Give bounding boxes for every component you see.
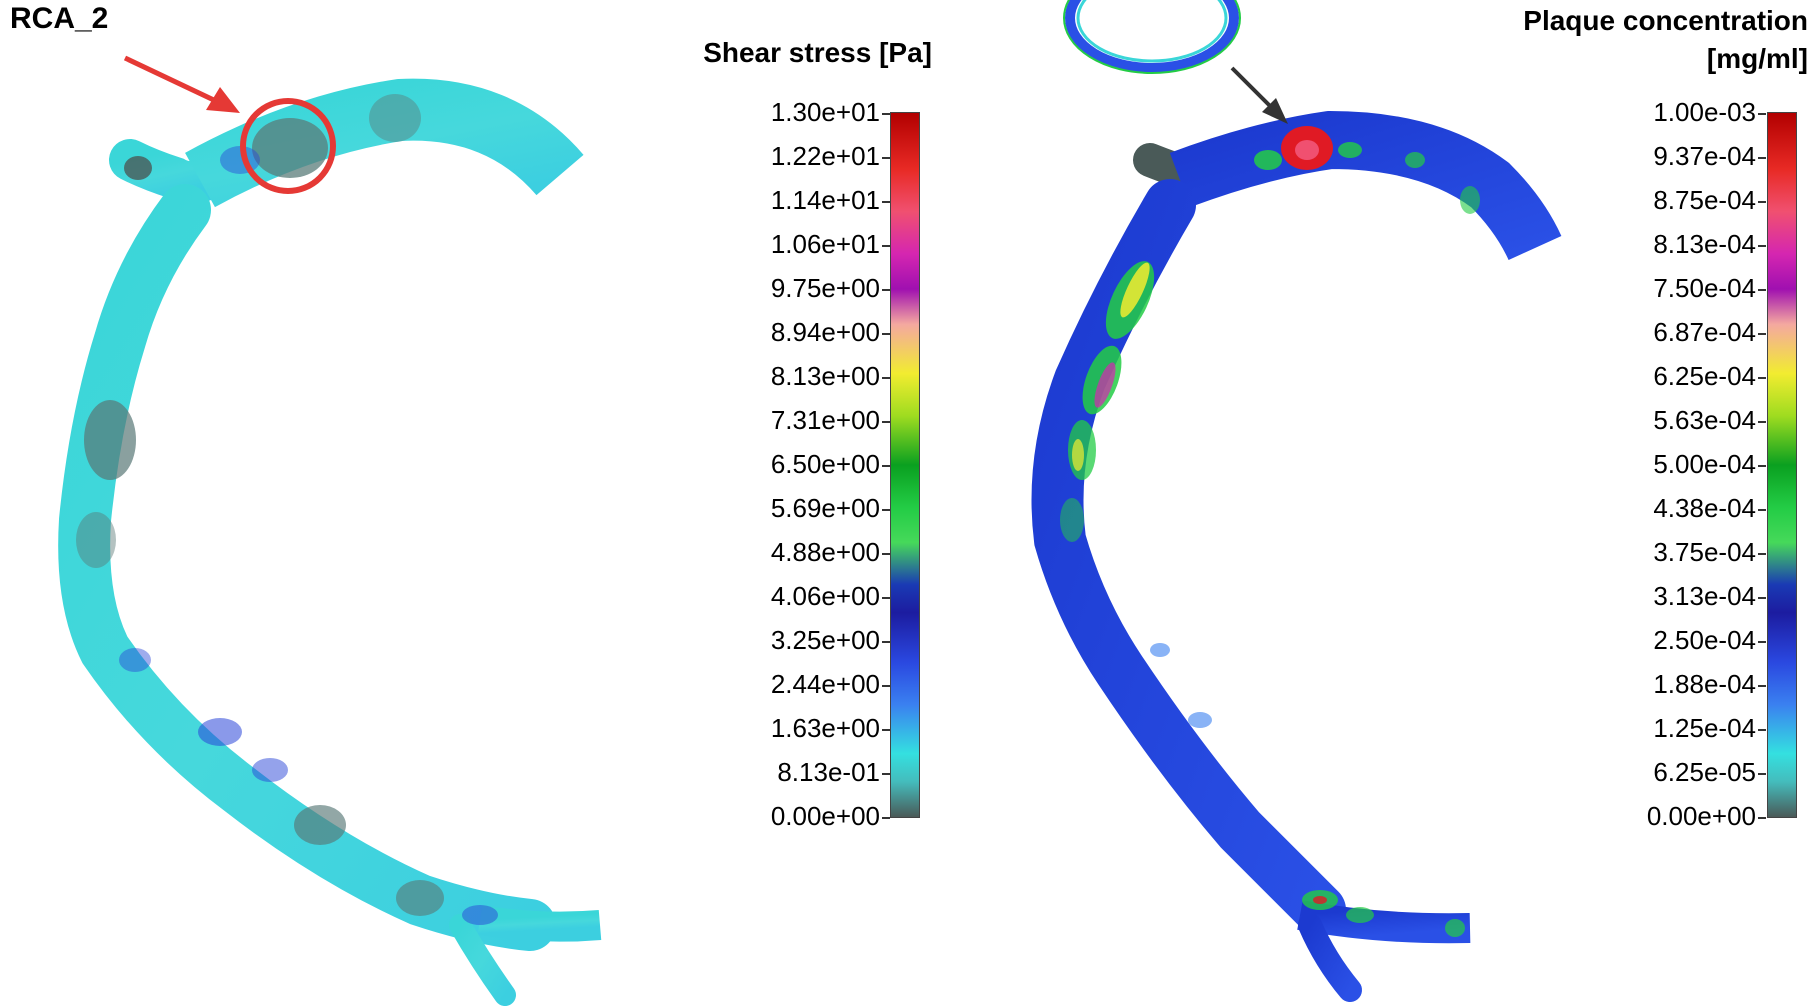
plaque-tick-9: 4.38e-04 (1653, 493, 1766, 523)
shear-stress-tick-7: 7.31e+00 (771, 405, 890, 435)
right-vessel-top-segment (1169, 110, 1562, 261)
plaque-concentration-vessel (1031, 0, 1562, 1002)
rca2-arrow-head (206, 87, 240, 113)
plaque-tick-2: 8.75e-04 (1653, 185, 1766, 215)
right-vessel-branch-right (1297, 900, 1471, 944)
shear-stress-tick-4: 9.75e+00 (771, 273, 890, 303)
shear-stress-tick-2: 1.14e+01 (771, 185, 890, 215)
plaque-tick-14: 1.25e-04 (1653, 713, 1766, 743)
shear-stress-tick-13: 2.44e+00 (771, 669, 890, 699)
shear-stress-tick-12: 3.25e+00 (771, 625, 890, 655)
shear-stress-tick-9: 5.69e+00 (771, 493, 890, 523)
shear-stress-tick-10: 4.88e+00 (771, 537, 890, 567)
shear-stress-title: Shear stress [Pa] (703, 37, 932, 68)
plaque-tick-6: 6.25e-04 (1653, 361, 1766, 391)
plaque-tick-10: 3.75e-04 (1653, 537, 1766, 567)
plaque-tick-16: 0.00e+00 (1647, 801, 1766, 831)
rca2-marker-circle (240, 98, 336, 194)
plaque-tick-12: 2.50e-04 (1653, 625, 1766, 655)
shear-stress-tick-5: 8.94e+00 (771, 317, 890, 347)
plaque-tick-5: 6.87e-04 (1653, 317, 1766, 347)
shear-stress-colorbar (890, 112, 920, 818)
plaque-tick-0: 1.00e-03 (1653, 97, 1766, 127)
shear-stress-tick-16: 0.00e+00 (771, 801, 890, 831)
shear-stress-tick-1: 1.22e+01 (771, 141, 890, 171)
plaque-tick-8: 5.00e-04 (1653, 449, 1766, 479)
shear-stress-tick-8: 6.50e+00 (771, 449, 890, 479)
plaque-tick-7: 5.63e-04 (1653, 405, 1766, 435)
plaque-tick-15: 6.25e-05 (1653, 757, 1766, 787)
left-vessel-branch-right (477, 905, 602, 942)
plaque-concentration-colorbar (1767, 112, 1797, 818)
right-vessel-branch-down (1298, 913, 1362, 1002)
plaque-tick-4: 7.50e-04 (1653, 273, 1766, 303)
shear-stress-tick-6: 8.13e+00 (771, 361, 890, 391)
plaque-title-line1: Plaque concentration (1523, 5, 1808, 36)
plaque-tick-13: 1.88e-04 (1653, 669, 1766, 699)
shear-stress-tick-labels: 1.30e+01 1.22e+01 1.14e+01 1.06e+01 9.75e+00… (560, 97, 890, 831)
plaque-concentration-title: Plaque concentration [mg/ml] (1400, 2, 1808, 78)
plaque-title-line2: [mg/ml] (1706, 43, 1808, 74)
plaque-tick-1: 9.37e-04 (1653, 141, 1766, 171)
shear-stress-tick-11: 4.06e+00 (771, 581, 890, 611)
rca2-arrow-line (123, 55, 220, 105)
left-vessel-branch-down (449, 914, 516, 1006)
cross-section-ring (1065, 0, 1239, 73)
shear-stress-tick-0: 1.30e+01 (771, 97, 890, 127)
shear-stress-tick-3: 1.06e+01 (771, 229, 890, 259)
shear-stress-tick-15: 8.13e-01 (777, 757, 890, 787)
plaque-tick-3: 8.13e-04 (1653, 229, 1766, 259)
shear-stress-tick-14: 1.63e+00 (771, 713, 890, 743)
plaque-tick-11: 3.13e-04 (1653, 581, 1766, 611)
shear-stress-vessel (58, 55, 602, 1006)
plaque-concentration-tick-labels: 1.00e-03 9.37e-04 8.75e-04 8.13e-04 7.50e-04… (1436, 97, 1766, 831)
rca2-label: RCA_2 (10, 2, 109, 35)
right-vessel-main-body (1031, 179, 1346, 936)
plaque-arrow-line (1230, 66, 1274, 110)
plaque-arrow-head (1262, 98, 1288, 124)
